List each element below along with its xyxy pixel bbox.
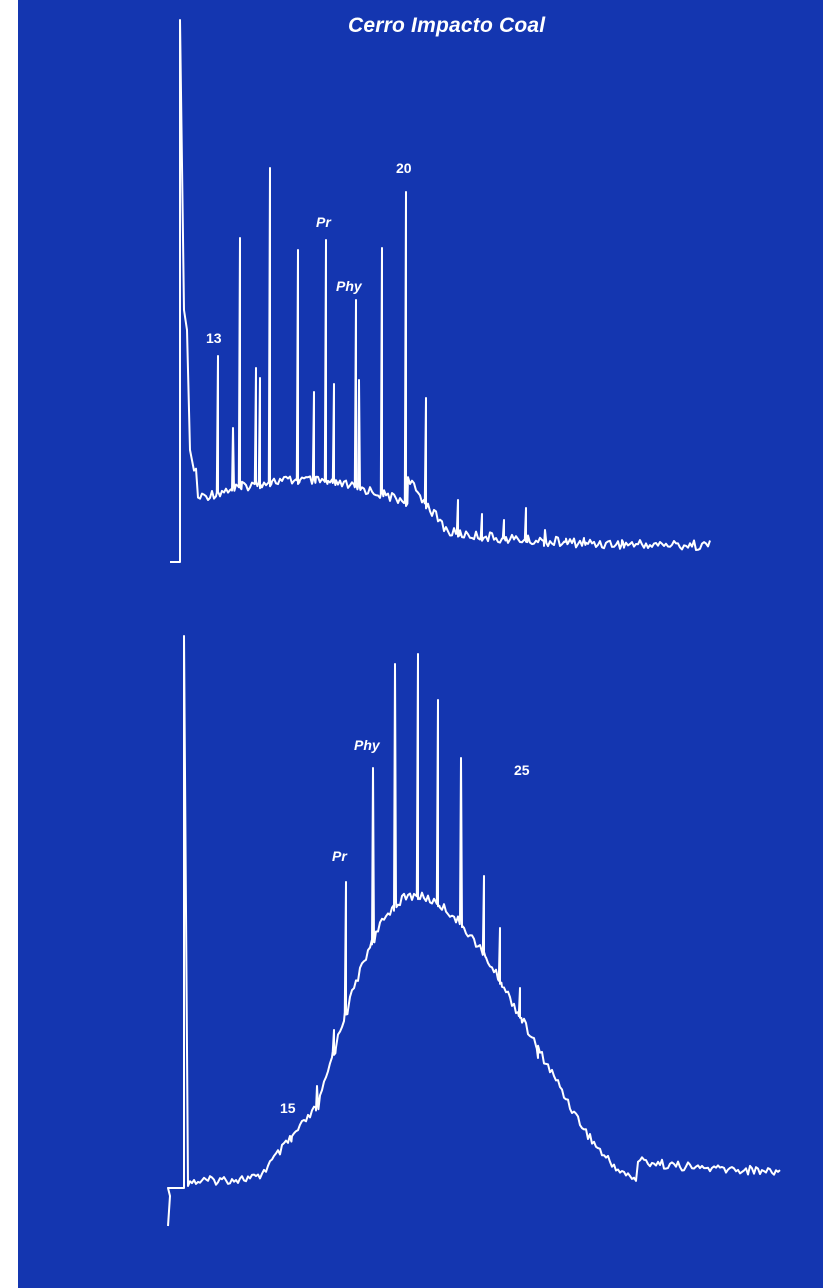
chromatogram-plot: [167, 19, 781, 1227]
slide-background: Cerro Impacto Coal 13 Pr Phy 20 15 Pr Ph…: [18, 0, 823, 1288]
peak-label-phy-top: Phy: [336, 278, 362, 294]
peak-label-20: 20: [396, 160, 412, 176]
peak-label-pr-top: Pr: [316, 214, 331, 230]
chart-title: Cerro Impacto Coal: [348, 14, 546, 37]
peak-label-pr-bottom: Pr: [332, 848, 347, 864]
peak-label-13: 13: [206, 330, 222, 346]
peak-label-15: 15: [280, 1100, 296, 1116]
top-chromatogram-trace: [170, 19, 711, 563]
bottom-chromatogram-trace: [167, 635, 781, 1227]
peak-label-25: 25: [514, 762, 530, 778]
peak-label-phy-bottom: Phy: [354, 737, 380, 753]
